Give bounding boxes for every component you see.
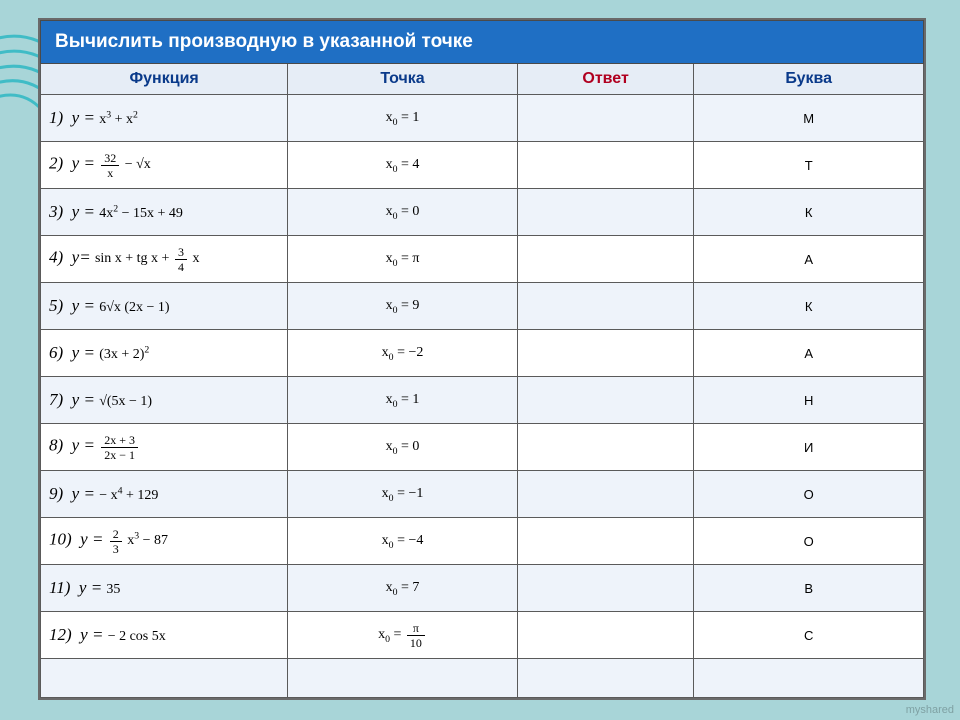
cell-letter: М bbox=[694, 95, 924, 142]
cell-answer bbox=[517, 283, 694, 330]
table-row: 4) y= sin x + tg x + 34 xx0 = π А bbox=[41, 236, 924, 283]
cell-function: 12) y = − 2 cos 5x bbox=[41, 612, 288, 659]
table-row: 9) y = − x4 + 129x0 = −1 О bbox=[41, 471, 924, 518]
table-header-row: Функция Точка Ответ Буква bbox=[41, 64, 924, 95]
cell-point: x0 = 9 bbox=[288, 283, 518, 330]
cell-letter: О bbox=[694, 518, 924, 565]
cell-answer bbox=[517, 189, 694, 236]
table-row: 10) y = 23 x3 − 87x0 = −4 О bbox=[41, 518, 924, 565]
cell-answer bbox=[517, 518, 694, 565]
table-title: Вычислить производную в указанной точке bbox=[41, 21, 924, 64]
cell-function: 9) y = − x4 + 129 bbox=[41, 471, 288, 518]
cell-function: 2) y = 32x − √x bbox=[41, 142, 288, 189]
cell-point: x0 = 7 bbox=[288, 565, 518, 612]
table-row: 2) y = 32x − √xx0 = 4 Т bbox=[41, 142, 924, 189]
col-header-function: Функция bbox=[41, 64, 288, 95]
cell-answer bbox=[517, 565, 694, 612]
cell-letter: Т bbox=[694, 142, 924, 189]
cell-function: 8) y = 2x + 32x − 1 bbox=[41, 424, 288, 471]
cell-letter: О bbox=[694, 471, 924, 518]
cell-letter: С bbox=[694, 612, 924, 659]
col-header-answer: Ответ bbox=[517, 64, 694, 95]
cell-point: x0 = 0 bbox=[288, 189, 518, 236]
cell-function: 10) y = 23 x3 − 87 bbox=[41, 518, 288, 565]
derivative-table: Вычислить производную в указанной точке … bbox=[40, 20, 924, 698]
cell-letter: К bbox=[694, 283, 924, 330]
table-title-row: Вычислить производную в указанной точке bbox=[41, 21, 924, 64]
cell-answer bbox=[517, 612, 694, 659]
table-row: 11) y = 35x0 = 7 В bbox=[41, 565, 924, 612]
cell-letter: А bbox=[694, 330, 924, 377]
table-row: 1) y = x3 + x2x0 = 1 М bbox=[41, 95, 924, 142]
cell-answer bbox=[517, 95, 694, 142]
cell-letter: И bbox=[694, 424, 924, 471]
table-row: 7) y = √(5x − 1)x0 = 1 Н bbox=[41, 377, 924, 424]
cell-answer bbox=[517, 424, 694, 471]
table-row: 6) y = (3x + 2)2x0 = −2 А bbox=[41, 330, 924, 377]
cell-point: x0 = π bbox=[288, 236, 518, 283]
cell-letter: Н bbox=[694, 377, 924, 424]
cell-answer bbox=[517, 142, 694, 189]
cell-point: x0 = −1 bbox=[288, 471, 518, 518]
cell-answer bbox=[517, 330, 694, 377]
cell-point: x0 = −2 bbox=[288, 330, 518, 377]
table-row: 12) y = − 2 cos 5xx0 = π10 С bbox=[41, 612, 924, 659]
cell-point: x0 = π10 bbox=[288, 612, 518, 659]
table-row: 8) y = 2x + 32x − 1x0 = 0 И bbox=[41, 424, 924, 471]
cell-point: x0 = 1 bbox=[288, 377, 518, 424]
cell-answer bbox=[517, 471, 694, 518]
cell-point: x0 = 4 bbox=[288, 142, 518, 189]
cell-function: 3) y = 4x2 − 15x + 49 bbox=[41, 189, 288, 236]
cell-answer bbox=[517, 236, 694, 283]
cell-function: 11) y = 35 bbox=[41, 565, 288, 612]
table-row: 5) y = 6√x (2x − 1)x0 = 9 К bbox=[41, 283, 924, 330]
cell-letter: В bbox=[694, 565, 924, 612]
cell-point: x0 = 1 bbox=[288, 95, 518, 142]
table-empty-row bbox=[41, 659, 924, 698]
watermark: myshared bbox=[906, 704, 954, 716]
cell-function: 4) y= sin x + tg x + 34 x bbox=[41, 236, 288, 283]
cell-point: x0 = 0 bbox=[288, 424, 518, 471]
cell-function: 1) y = x3 + x2 bbox=[41, 95, 288, 142]
cell-answer bbox=[517, 377, 694, 424]
cell-letter: А bbox=[694, 236, 924, 283]
cell-letter: К bbox=[694, 189, 924, 236]
cell-point: x0 = −4 bbox=[288, 518, 518, 565]
col-header-letter: Буква bbox=[694, 64, 924, 95]
cell-function: 7) y = √(5x − 1) bbox=[41, 377, 288, 424]
cell-function: 5) y = 6√x (2x − 1) bbox=[41, 283, 288, 330]
cell-function: 6) y = (3x + 2)2 bbox=[41, 330, 288, 377]
col-header-point: Точка bbox=[288, 64, 518, 95]
slide-table-container: Вычислить производную в указанной точке … bbox=[38, 18, 926, 700]
table-row: 3) y = 4x2 − 15x + 49x0 = 0 К bbox=[41, 189, 924, 236]
